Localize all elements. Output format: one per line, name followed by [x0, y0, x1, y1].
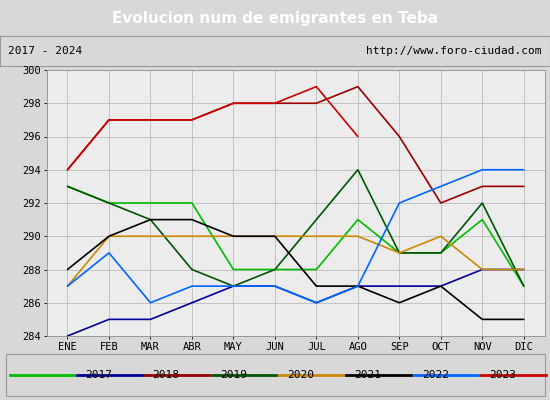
Text: 2019: 2019 — [220, 370, 247, 380]
Text: 2023: 2023 — [490, 370, 516, 380]
Text: 2021: 2021 — [355, 370, 382, 380]
Text: 2018: 2018 — [152, 370, 179, 380]
Text: Evolucion num de emigrantes en Teba: Evolucion num de emigrantes en Teba — [112, 10, 438, 26]
Text: 2020: 2020 — [287, 370, 314, 380]
Text: 2017 - 2024: 2017 - 2024 — [8, 46, 82, 56]
Text: 2022: 2022 — [422, 370, 449, 380]
Text: 2017: 2017 — [85, 370, 112, 380]
Text: http://www.foro-ciudad.com: http://www.foro-ciudad.com — [366, 46, 542, 56]
